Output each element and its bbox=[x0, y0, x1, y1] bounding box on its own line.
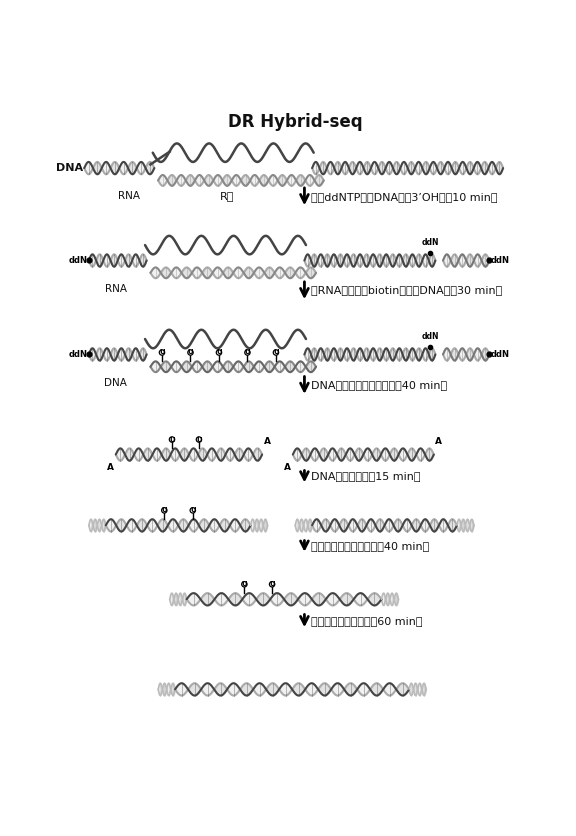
Text: A: A bbox=[435, 437, 442, 446]
Circle shape bbox=[169, 436, 175, 442]
Text: A: A bbox=[264, 437, 271, 446]
Text: DNA接头连接；（15 min）: DNA接头连接；（15 min） bbox=[310, 471, 420, 481]
Text: ddN: ddN bbox=[491, 256, 510, 265]
Text: U: U bbox=[169, 436, 175, 442]
Text: A: A bbox=[107, 463, 114, 472]
Text: DR Hybrid-seq: DR Hybrid-seq bbox=[228, 113, 362, 130]
Text: U: U bbox=[273, 349, 279, 355]
Circle shape bbox=[245, 349, 250, 355]
Circle shape bbox=[190, 507, 195, 513]
Circle shape bbox=[188, 349, 193, 355]
Text: U: U bbox=[188, 349, 194, 355]
Text: 使用ddNTP封闭DNA游离3’OH；（10 min）: 使用ddNTP封闭DNA游离3’OH；（10 min） bbox=[310, 191, 497, 201]
Text: R环: R环 bbox=[220, 191, 234, 201]
Text: ddN: ddN bbox=[421, 332, 439, 340]
Text: ddN: ddN bbox=[69, 350, 88, 359]
Text: U: U bbox=[159, 349, 165, 355]
Circle shape bbox=[270, 582, 275, 587]
Text: U: U bbox=[161, 507, 167, 513]
Text: DNA片段化和末端修復；（40 min）: DNA片段化和末端修復；（40 min） bbox=[310, 380, 447, 390]
Text: DNA: DNA bbox=[104, 378, 127, 388]
Text: 将RNA转化成带biotin修饰的DNA；（30 min）: 将RNA转化成带biotin修饰的DNA；（30 min） bbox=[310, 286, 502, 295]
Text: U: U bbox=[196, 436, 202, 442]
Text: ddN: ddN bbox=[69, 256, 88, 265]
Text: ddN: ddN bbox=[421, 237, 439, 247]
Text: U: U bbox=[245, 349, 251, 355]
Circle shape bbox=[242, 582, 247, 587]
Text: U: U bbox=[270, 581, 275, 587]
Text: A: A bbox=[285, 463, 291, 472]
Text: 链霉亲和素磁珠富集；（40 min）: 链霉亲和素磁珠富集；（40 min） bbox=[310, 541, 429, 551]
Text: U: U bbox=[216, 349, 222, 355]
Circle shape bbox=[162, 507, 167, 513]
Circle shape bbox=[273, 349, 279, 355]
Text: ddN: ddN bbox=[491, 350, 510, 359]
Circle shape bbox=[196, 436, 202, 442]
Circle shape bbox=[216, 349, 222, 355]
Text: 链特异性文库扩增；（60 min）: 链特异性文库扩增；（60 min） bbox=[310, 616, 422, 626]
Text: RNA: RNA bbox=[118, 191, 140, 201]
Text: RNA: RNA bbox=[105, 283, 127, 293]
Text: U: U bbox=[190, 507, 196, 513]
Circle shape bbox=[160, 349, 165, 355]
Text: DNA: DNA bbox=[55, 163, 83, 173]
Text: U: U bbox=[241, 581, 247, 587]
